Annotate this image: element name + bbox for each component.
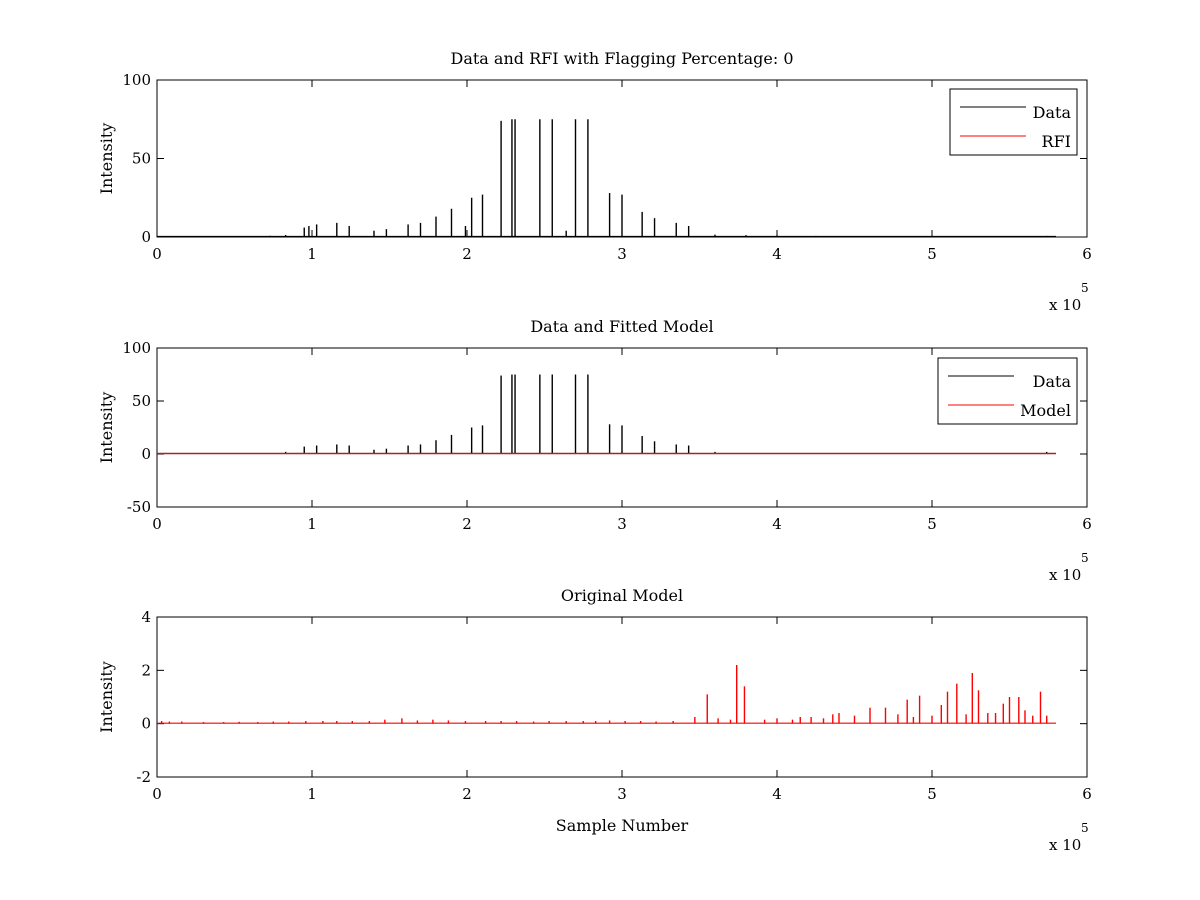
y-tick-label: 100 <box>122 71 151 89</box>
x-tick-label: 2 <box>462 515 472 533</box>
legend-entry: Model <box>1020 401 1071 420</box>
x-tick-label: 0 <box>152 515 162 533</box>
legend: Data Model <box>937 357 1078 425</box>
x-tick-label: 6 <box>1082 515 1092 533</box>
x-tick-label: 3 <box>617 245 627 263</box>
legend-entry: Data <box>1033 103 1072 122</box>
legend-entry: Data <box>1033 372 1072 391</box>
x-tick-label: 0 <box>152 785 162 803</box>
chart-title: Original Model <box>561 586 683 605</box>
x-tick-label: 6 <box>1082 245 1092 263</box>
x-tick-label: 4 <box>772 785 782 803</box>
x-tick-label: 5 <box>927 515 937 533</box>
x-tick-label: 6 <box>1082 785 1092 803</box>
legend-box <box>949 88 1078 156</box>
x-tick-label: 1 <box>307 785 317 803</box>
chart-panel-1: Data and RFI with Flagging Percentage: 0… <box>97 49 1092 314</box>
x-multiplier-exponent: 5 <box>1081 821 1089 835</box>
x-tick-label: 0 <box>152 245 162 263</box>
y-axis-label: Intensity <box>97 392 116 464</box>
x-multiplier: x 10 <box>1049 566 1081 584</box>
x-multiplier: x 10 <box>1049 836 1081 854</box>
y-tick-label: 2 <box>141 661 151 679</box>
chart-title: Data and Fitted Model <box>530 317 713 336</box>
legend-entry: RFI <box>1042 132 1071 151</box>
legend: Data RFI <box>949 88 1078 156</box>
x-tick-label: 1 <box>307 515 317 533</box>
y-tick-label: 50 <box>132 392 151 410</box>
x-tick-label: 2 <box>462 245 472 263</box>
x-tick-label: 3 <box>617 785 627 803</box>
y-tick-label: -50 <box>127 498 151 516</box>
y-tick-label: 0 <box>141 445 151 463</box>
x-multiplier-exponent: 5 <box>1081 551 1089 565</box>
x-tick-label: 4 <box>772 515 782 533</box>
y-tick-label: 0 <box>141 228 151 246</box>
y-tick-label: 100 <box>122 339 151 357</box>
series-1 <box>157 665 1056 724</box>
x-tick-label: 5 <box>927 785 937 803</box>
x-multiplier: x 10 <box>1049 296 1081 314</box>
y-tick-label: -2 <box>136 768 151 786</box>
x-tick-label: 2 <box>462 785 472 803</box>
legend-box <box>937 357 1078 425</box>
chart-title: Data and RFI with Flagging Percentage: 0 <box>450 49 793 68</box>
x-multiplier-exponent: 5 <box>1081 281 1089 295</box>
x-tick-label: 3 <box>617 515 627 533</box>
x-tick-label: 5 <box>927 245 937 263</box>
y-tick-label: 50 <box>132 150 151 168</box>
series-data <box>157 119 1056 238</box>
y-tick-label: 0 <box>141 715 151 733</box>
x-axis-label: Sample Number <box>556 816 689 835</box>
y-tick-label: 4 <box>141 608 151 626</box>
x-tick-label: 1 <box>307 245 317 263</box>
x-tick-label: 4 <box>772 245 782 263</box>
y-axis-label: Intensity <box>97 123 116 195</box>
series-data <box>157 374 1056 455</box>
y-axis-label: Intensity <box>97 661 116 733</box>
